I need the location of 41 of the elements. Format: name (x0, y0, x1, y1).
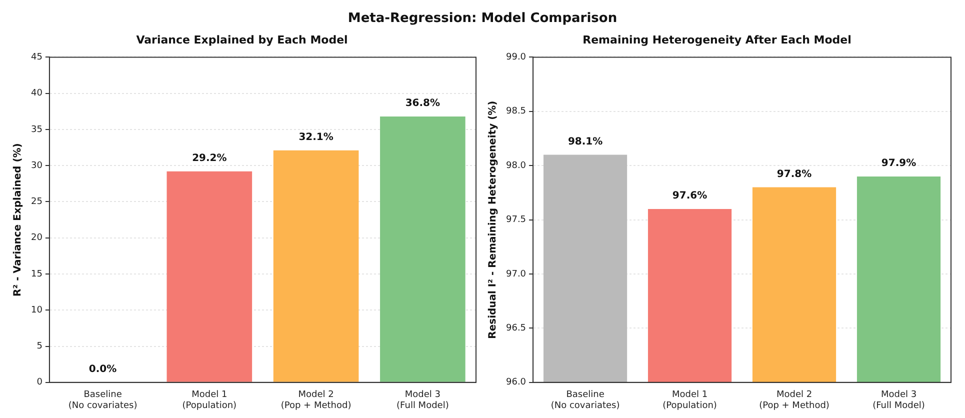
y-tick-label: 45 (31, 52, 42, 63)
y-axis-title: R² - Variance Explained (%) (12, 143, 24, 296)
data-label: 36.8% (405, 98, 440, 110)
y-tick-label: 97.0 (506, 269, 526, 280)
y-tick-label: 97.5 (506, 215, 526, 226)
y-tick-label: 10 (31, 305, 43, 316)
y-tick-label: 20 (31, 233, 43, 244)
x-tick-label: Model 3 (Full Model) (396, 390, 449, 411)
y-tick-label: 30 (31, 160, 43, 171)
y-tick-label: 98.0 (506, 160, 526, 171)
data-label: 97.8% (776, 168, 812, 180)
y-tick-label: 96.5 (506, 324, 526, 334)
x-tick-label: Model 3 (Full Model) (872, 390, 925, 411)
bar (273, 150, 359, 382)
x-tick-label: Model 1 (Population) (182, 390, 237, 411)
data-label: 98.1% (568, 136, 603, 148)
data-label: 32.1% (298, 132, 334, 144)
bar (380, 116, 466, 382)
x-tick-label: Baseline (No covariates) (68, 390, 138, 411)
y-tick-label: 96.0 (506, 378, 526, 388)
x-tick-label: Model 2 (Pop + Method) (280, 390, 352, 411)
bar (166, 171, 252, 382)
y-axis-title: Residual I² - Remaining Heterogeneity (%) (488, 100, 499, 339)
y-tick-label: 40 (31, 88, 43, 99)
x-tick-label: Model 1 (Population) (662, 390, 717, 411)
y-tick-label: 0 (36, 378, 43, 388)
text: Meta-Regression: Model Comparison (346, 10, 618, 28)
x-tick-label: Model 2 (Pop + Method) (759, 390, 830, 411)
y-tick-label: 99.0 (506, 52, 526, 63)
x-tick-label: Baseline (No covariates) (550, 390, 620, 411)
chart-title: Remaining Heterogeneity After Each Model (582, 33, 852, 46)
y-tick-label: 35 (31, 124, 42, 135)
y-tick-label: 25 (31, 197, 42, 208)
y-tick-label: 5 (36, 342, 42, 352)
data-label: 97.9% (881, 158, 916, 170)
chart-title: Variance Explained by Each Model (136, 33, 348, 46)
y-tick-label: 98.5 (506, 106, 526, 117)
y-tick-label: 15 (31, 269, 42, 280)
data-label: 29.2% (192, 152, 227, 164)
data-label: 97.6% (672, 190, 708, 202)
data-label: 0.0% (88, 364, 117, 375)
